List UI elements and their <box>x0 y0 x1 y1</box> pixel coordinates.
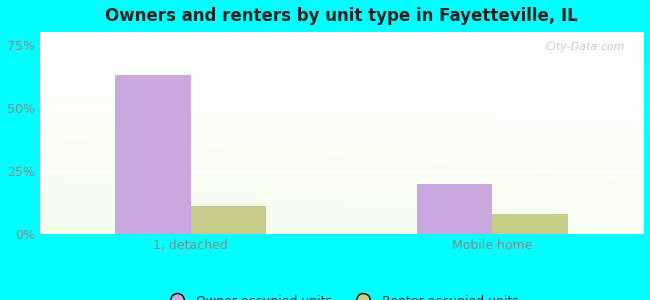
Title: Owners and renters by unit type in Fayetteville, IL: Owners and renters by unit type in Fayet… <box>105 7 578 25</box>
Bar <box>417 184 492 234</box>
Legend: Owner occupied units, Renter occupied units: Owner occupied units, Renter occupied un… <box>159 290 523 300</box>
Bar <box>492 214 567 234</box>
Bar <box>190 206 266 234</box>
Bar <box>115 75 190 234</box>
Text: City-Data.com: City-Data.com <box>545 42 625 52</box>
